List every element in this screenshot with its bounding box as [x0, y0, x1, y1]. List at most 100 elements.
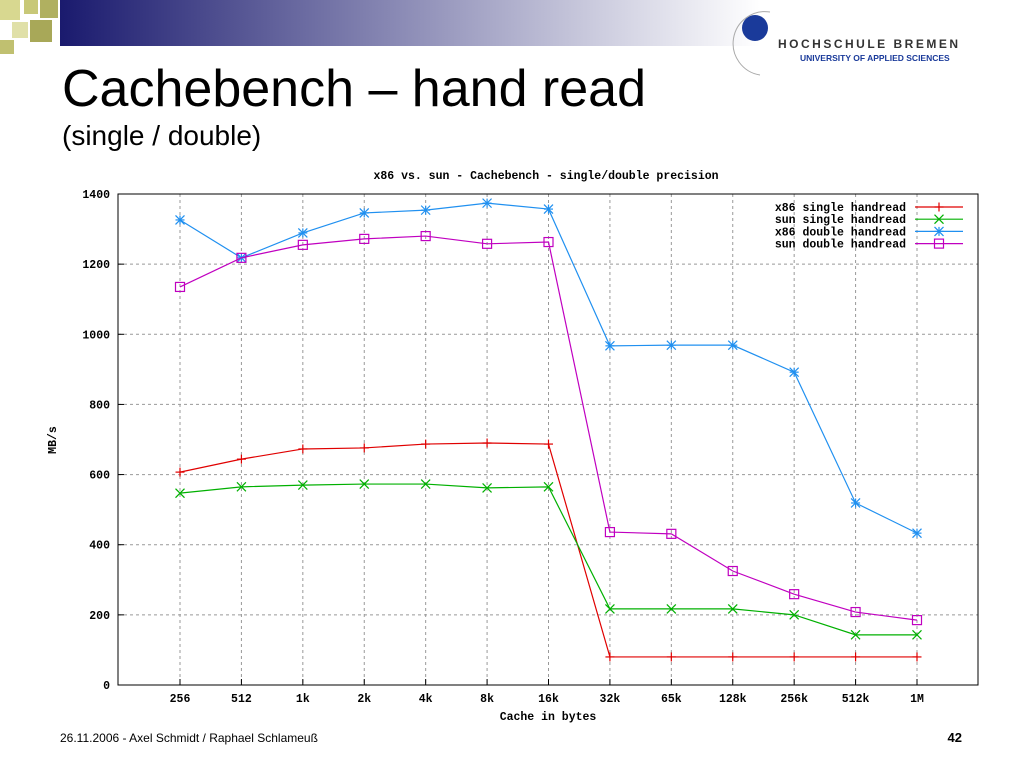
marker-box: [543, 236, 554, 248]
marker: [789, 589, 800, 600]
marker: [420, 230, 431, 242]
marker-box: [911, 615, 923, 626]
y-tick-label: 0: [103, 680, 110, 693]
slide-title: Cachebench – hand read: [62, 60, 646, 118]
y-tick-label: 200: [89, 610, 110, 623]
marker-stroke: [482, 198, 493, 209]
marker: [543, 236, 554, 248]
marker-stroke: [934, 226, 944, 237]
marker: [175, 215, 185, 225]
marker: [297, 239, 308, 250]
marker-stroke: [543, 204, 554, 215]
series-line: [179, 235, 918, 621]
marker: [481, 238, 493, 249]
marker: [175, 488, 185, 499]
plot-frame: [117, 193, 979, 686]
marker-box: [850, 606, 861, 618]
marker-stroke: [850, 498, 861, 508]
logo-dot: [742, 15, 768, 41]
marker-stroke: [934, 214, 944, 225]
marker-box: [604, 526, 616, 538]
marker-stroke: [297, 228, 308, 238]
x-tick-label: 256k: [780, 693, 808, 706]
page-number: 42: [948, 730, 962, 745]
marker: [727, 603, 738, 614]
marker: [789, 609, 800, 620]
marker-stroke: [604, 603, 615, 614]
marker-stroke: [420, 205, 431, 216]
marker: [850, 629, 861, 640]
legend-label: sun double handread: [775, 239, 906, 252]
marker: [236, 481, 247, 492]
x-tick-label: 1k: [296, 693, 310, 706]
marker: [604, 526, 616, 538]
marker: [934, 202, 944, 212]
marker-stroke: [666, 603, 677, 614]
marker-stroke: [359, 479, 370, 489]
marker-stroke: [666, 340, 677, 351]
marker: [666, 652, 676, 662]
marker: [934, 226, 944, 237]
legend-label: x86 single handread: [775, 202, 906, 215]
x-tick-label: 65k: [661, 693, 682, 706]
marker: [789, 652, 799, 662]
marker: [911, 615, 923, 626]
logo-sub: UNIVERSITY OF APPLIED SCIENCES: [800, 53, 950, 63]
header-bar: [60, 0, 760, 46]
marker: [666, 603, 677, 614]
marker: [420, 479, 431, 489]
x-tick-label: 256: [170, 693, 191, 706]
marker: [605, 652, 615, 662]
marker-box: [789, 589, 800, 600]
chart-title: x86 vs. sun - Cachebench - single/double…: [373, 170, 718, 183]
marker-stroke: [236, 481, 247, 492]
marker-box: [933, 238, 945, 249]
marker: [236, 454, 246, 464]
marker: [359, 233, 370, 244]
marker-stroke: [789, 609, 800, 620]
marker-stroke: [727, 340, 738, 351]
marker-stroke: [912, 629, 922, 640]
marker-box: [481, 238, 493, 249]
marker: [482, 438, 492, 448]
marker-box: [359, 233, 370, 244]
marker-box: [297, 239, 308, 250]
legend-label: x86 double handread: [775, 226, 906, 239]
marker-stroke: [912, 528, 922, 539]
footer: 26.11.2006 - Axel Schmidt / Raphael Schl…: [60, 731, 318, 745]
marker: [420, 205, 431, 216]
x-tick-label: 8k: [480, 693, 494, 706]
marker-box: [174, 281, 186, 293]
x-tick-label: 32k: [600, 693, 621, 706]
marker: [543, 204, 554, 215]
y-tick-label: 1400: [82, 189, 110, 202]
logo-arc: [732, 11, 771, 76]
marker-stroke: [850, 629, 861, 640]
marker-box: [236, 252, 247, 263]
x-axis-label: Cache in bytes: [500, 711, 597, 724]
slide-subtitle: (single / double): [62, 120, 261, 151]
x-tick-label: 128k: [719, 693, 747, 706]
marker: [934, 214, 944, 225]
marker-stroke: [604, 340, 615, 351]
marker-box: [727, 565, 738, 577]
marker: [359, 443, 369, 453]
marker-stroke: [543, 481, 554, 492]
x-tick-label: 1M: [910, 693, 924, 706]
marker: [482, 198, 493, 209]
marker: [727, 565, 738, 577]
x-tick-label: 16k: [538, 693, 559, 706]
y-tick-label: 400: [89, 540, 110, 553]
logo-name: HOCHSCHULE BREMEN: [778, 37, 961, 51]
y-tick-label: 1200: [82, 259, 110, 272]
marker: [297, 480, 308, 491]
marker: [789, 367, 800, 378]
marker-stroke: [727, 603, 738, 614]
marker: [728, 652, 738, 662]
marker: [851, 652, 861, 662]
marker: [912, 629, 922, 640]
marker: [236, 252, 247, 263]
header-squares: [0, 0, 58, 54]
